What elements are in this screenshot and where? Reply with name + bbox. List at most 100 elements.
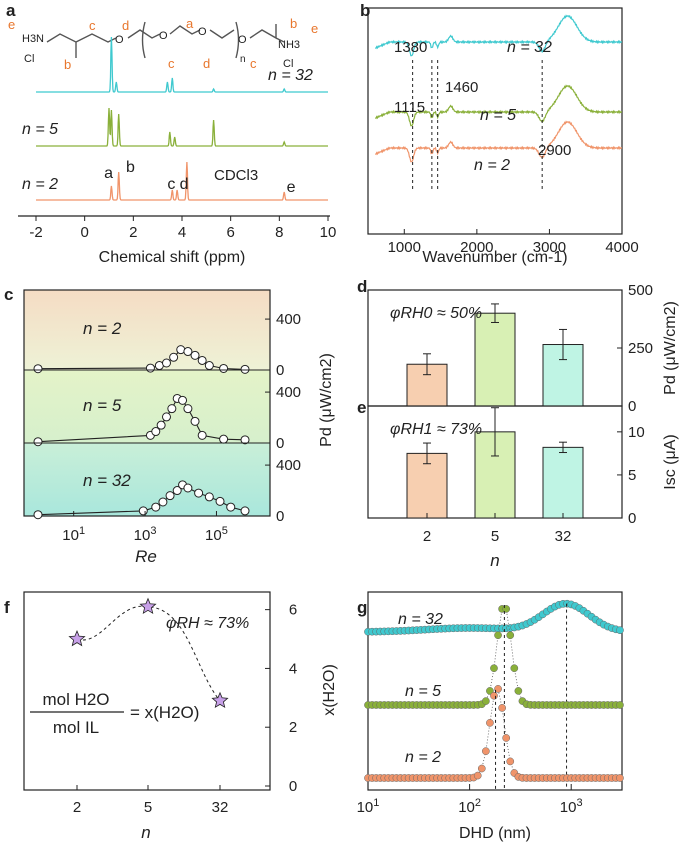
chemical-structure: e H3N Cl b c d a c d n c b NH3 e Cl O O … <box>8 16 318 72</box>
e-axis-ytick-label-0: 0 <box>628 510 636 527</box>
f-star-2 <box>211 691 229 709</box>
nmr-spectra <box>36 36 328 201</box>
g-point-2-27 <box>473 771 482 780</box>
ftir-xtick-label-0: 1000 <box>388 239 421 256</box>
c-point-1-7 <box>178 395 188 405</box>
g-point-2-28 <box>477 764 486 773</box>
c-ytick-label-1-0: 0 <box>276 435 284 452</box>
f-formula-denominator: mol IL <box>53 718 99 737</box>
e-axis-ytick-label-1: 5 <box>628 467 636 484</box>
structure-oxygen-1: O <box>115 34 124 46</box>
nmr-peak-label-a: a <box>104 165 113 182</box>
nmr-peak-label-b: b <box>126 159 135 176</box>
f-plot <box>68 597 229 709</box>
e-condition-label: φRH1 ≈ 73% <box>390 421 482 438</box>
structure-label-cl-right: Cl <box>283 58 293 70</box>
c-xtick-label-0: 101 <box>62 525 85 544</box>
ftir-line-0 <box>374 14 623 57</box>
g-point-1-29 <box>482 697 490 705</box>
panel-d: d 0 250 500 φRH0 ≈ 50% Pd (μW/cm2) <box>357 277 679 415</box>
c-point-1-9 <box>190 416 200 426</box>
structure-label-b-left: b <box>64 57 71 72</box>
g-series-label-n2: n = 2 <box>405 749 441 766</box>
structure-label-c-left: c <box>89 18 96 33</box>
c-point-1-10 <box>197 430 207 440</box>
g-point-1-36 <box>510 664 519 673</box>
c-series-label-n2: n = 2 <box>83 319 122 338</box>
structure-oxygen-4: O <box>238 34 247 46</box>
f-frame <box>23 591 271 791</box>
structure-label-c-mid: c <box>168 56 175 71</box>
c-point-2-7 <box>183 483 193 493</box>
panel-letter-a: a <box>6 1 16 20</box>
g-point-2-62 <box>616 774 624 782</box>
structure-oxygen-2: O <box>159 30 168 42</box>
c-point-1-8 <box>183 404 193 414</box>
c-point-2-5 <box>172 486 182 496</box>
g-point-1-37 <box>514 687 523 695</box>
ftir-annotation-1380: 1380 <box>394 39 427 56</box>
g-point-2-35 <box>506 757 515 766</box>
g-point-1-31 <box>490 664 498 673</box>
g-xtick-label-0: 101 <box>357 797 380 816</box>
c-point-0-6 <box>183 347 193 357</box>
c-ytick-label-2-0: 0 <box>276 508 284 525</box>
panel-e: e 0 5 10 2 5 32 φRH1 ≈ 73% Isc (μA) n <box>357 398 679 570</box>
d-bars-bar-1 <box>474 312 516 407</box>
g-xtick-label-2: 103 <box>560 797 583 816</box>
structure-label-d-mid: d <box>203 56 210 71</box>
ftir-xlabel: Wavenumber (cm-1) <box>422 249 567 266</box>
structure-label-d-left: d <box>122 18 129 33</box>
c-ytick-label-0-1: 400 <box>276 311 301 328</box>
ftir-xtick-label-1: 2000 <box>460 239 493 256</box>
c-xtick-label-2: 105 <box>205 525 228 544</box>
f-xtick-label-1: 5 <box>144 799 152 816</box>
c-point-1-0 <box>33 437 43 447</box>
f-condition-label: φRH ≈ 73% <box>166 615 249 632</box>
nmr-xtick-label-0: -2 <box>29 224 42 241</box>
panel-f: f 0 2 4 6 2 5 32 φRH ≈ 73% mol H2O mol IL = x(… <box>4 591 338 842</box>
c-point-1-11 <box>219 434 229 444</box>
ftir-annotation-1115: 1115 <box>394 99 425 116</box>
nmr-xlabel: Chemical shift (ppm) <box>99 249 246 266</box>
c-point-2-10 <box>215 496 225 506</box>
c-ylabel: Pd (μW/cm2) <box>318 353 335 447</box>
g-axis: 101 102 103 <box>357 784 583 816</box>
g-frame <box>367 591 623 791</box>
structure-bonds <box>46 24 285 58</box>
c-frame <box>23 289 271 517</box>
d-axis-ytick-label-2: 500 <box>628 282 653 299</box>
nmr-axis: -2 0 2 4 6 8 10 <box>18 215 336 241</box>
g-series-label-n5: n = 5 <box>405 683 441 700</box>
structure-oxygen-3: O <box>198 26 207 38</box>
ftir-line-1 <box>374 84 623 127</box>
panel-a: a e H3N Cl b c d a c d n c b NH3 e Cl O … <box>6 1 336 266</box>
ftir-line-2 <box>374 120 623 163</box>
g-point-1-34 <box>502 605 511 613</box>
g-plot <box>364 599 624 790</box>
d-ylabel: Pd (μW/cm2) <box>662 301 679 395</box>
c-ytick-label-0-0: 0 <box>276 362 284 379</box>
f-xtick-label-0: 2 <box>73 799 81 816</box>
g-point-2-33 <box>498 704 506 712</box>
e-xtick-label-0: 2 <box>423 528 431 545</box>
panel-g: g 101 102 103 n = 32 n = 5 n = 2 DHD (nm) <box>357 591 624 842</box>
ftir-frame <box>367 7 623 235</box>
c-point-1-12 <box>240 435 250 445</box>
nmr-series-label-n5: n = 5 <box>22 121 58 138</box>
g-point-2-32 <box>494 685 502 693</box>
d-axis-ytick-label-0: 0 <box>628 398 636 415</box>
c-ytick-label-2-1: 400 <box>276 457 301 474</box>
e-axis: 0 5 10 2 5 32 <box>423 424 645 545</box>
structure-label-cl-left: Cl <box>24 53 34 65</box>
c-point-2-0 <box>33 510 43 520</box>
d-bars <box>406 303 584 407</box>
g-point-2-34 <box>502 734 511 742</box>
structure-label-a: a <box>186 16 194 31</box>
c-point-0-7 <box>190 350 200 360</box>
c-point-0-0 <box>33 364 43 374</box>
f-axis: 0 2 4 6 2 5 32 <box>73 602 297 816</box>
d-condition-label: φRH0 ≈ 50% <box>390 305 482 322</box>
c-point-2-9 <box>204 492 214 502</box>
